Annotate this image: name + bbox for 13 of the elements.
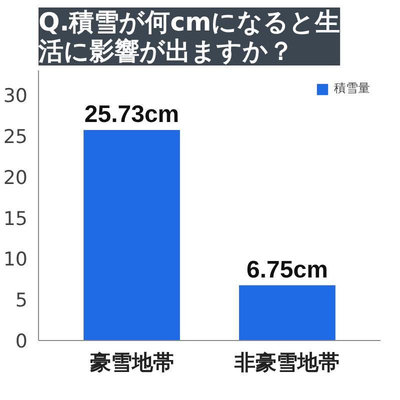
legend-label: 積雪量 bbox=[334, 80, 370, 97]
y-tick-label: 0 bbox=[15, 330, 28, 352]
x-tick-label: 豪雪地帯 bbox=[88, 352, 174, 374]
y-tick-label: 5 bbox=[15, 290, 28, 312]
chart-title: Q.積雪が何cmになると生活に影響が出ますか？ bbox=[38, 8, 340, 66]
x-tick-label: 非豪雪地帯 bbox=[234, 352, 340, 374]
y-tick-label: 20 bbox=[3, 166, 28, 189]
data-label: 25.73cm bbox=[84, 100, 180, 128]
y-tick-label: 10 bbox=[3, 248, 28, 271]
data-label: 6.75cm bbox=[246, 256, 328, 284]
y-tick-label: 15 bbox=[3, 208, 28, 230]
y-tick-label: 30 bbox=[3, 85, 28, 108]
y-tick-label: 25 bbox=[3, 126, 28, 148]
